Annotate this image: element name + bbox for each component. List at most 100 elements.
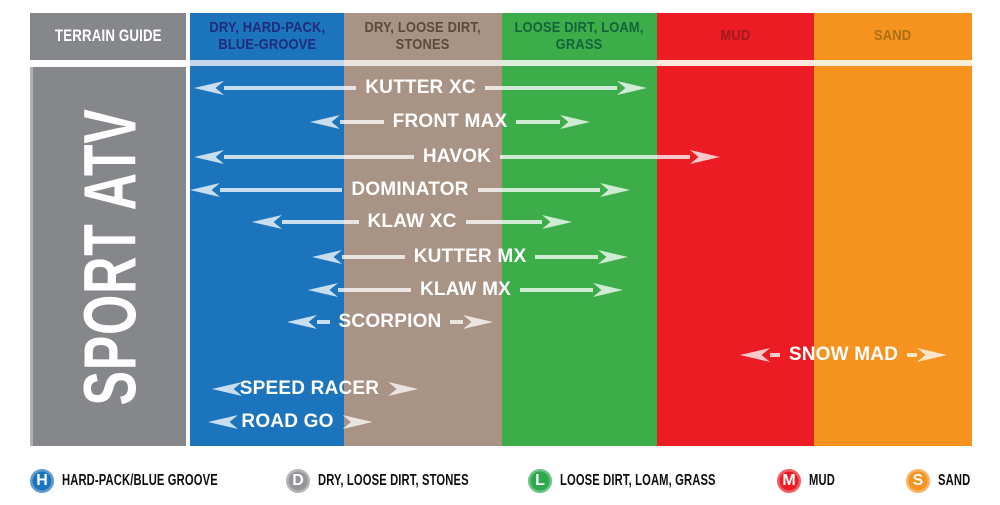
legend-badge-m-icon: M bbox=[777, 469, 801, 493]
left-arrow bbox=[194, 150, 414, 164]
arrow-line bbox=[520, 288, 593, 292]
tire-name: SNOW MAD bbox=[788, 344, 899, 365]
tire-name: FRONT MAX bbox=[392, 111, 508, 132]
arrow-line bbox=[535, 255, 599, 259]
legend-item-mud: M MUD bbox=[777, 468, 846, 494]
column-header-label: SAND bbox=[874, 27, 912, 45]
arrow-line bbox=[342, 255, 405, 259]
column-header-loose-dirt-stones: DRY, LOOSE DIRT, STONES bbox=[344, 13, 502, 60]
right-arrow bbox=[535, 250, 629, 264]
tire-name: SPEED RACER bbox=[239, 378, 380, 399]
arrow-line bbox=[220, 188, 343, 192]
right-arrowhead-icon bbox=[542, 215, 573, 229]
left-arrowhead-icon bbox=[287, 315, 317, 329]
tire-row-snow-mad: SNOW MAD bbox=[740, 344, 948, 365]
tire-name: KUTTER MX bbox=[413, 246, 527, 267]
column-header-label: DRY, HARD-PACK, BLUE-GROOVE bbox=[209, 19, 325, 53]
column-header-hard-pack: DRY, HARD-PACK, BLUE-GROOVE bbox=[190, 13, 344, 60]
right-arrowhead-icon bbox=[617, 81, 647, 95]
arrow-line bbox=[340, 120, 384, 124]
right-arrowhead-icon bbox=[560, 115, 591, 129]
tire-name: KLAW MX bbox=[419, 279, 512, 300]
right-arrowhead-icon bbox=[463, 315, 494, 329]
right-arrow bbox=[450, 315, 494, 329]
tire-row-front-max: FRONT MAX bbox=[310, 111, 591, 132]
column-header-label: DRY, LOOSE DIRT, STONES bbox=[364, 19, 482, 53]
tire-row-havok: HAVOK bbox=[194, 146, 720, 167]
tire-row-klaw-xc: KLAW XC bbox=[252, 211, 573, 232]
arrow-line bbox=[516, 120, 561, 124]
tire-name: DOMINATOR bbox=[351, 179, 469, 200]
right-arrow bbox=[465, 215, 573, 229]
tire-row-speed-racer: SPEED RACER bbox=[212, 378, 419, 399]
left-arrow bbox=[252, 215, 359, 229]
column-mud bbox=[657, 66, 814, 446]
right-arrowhead-icon bbox=[917, 348, 948, 362]
tire-name: HAVOK bbox=[422, 146, 492, 167]
tire-row-kutter-xc: KUTTER XC bbox=[194, 77, 647, 98]
arrow-line bbox=[338, 288, 411, 292]
right-arrowhead-icon bbox=[593, 283, 623, 297]
column-header-sand: SAND bbox=[814, 13, 972, 60]
left-arrowhead-icon bbox=[308, 283, 338, 297]
column-sand bbox=[814, 66, 972, 446]
tire-name: SCORPION bbox=[338, 311, 442, 332]
legend-badge-d-icon: D bbox=[286, 469, 310, 493]
left-arrowhead-icon bbox=[194, 150, 224, 164]
tire-name: KLAW XC bbox=[367, 211, 457, 232]
tire-row-dominator: DOMINATOR bbox=[190, 179, 631, 200]
arrow-line bbox=[450, 320, 464, 324]
arrow-line bbox=[317, 320, 330, 324]
left-arrowhead-icon bbox=[740, 348, 770, 362]
separator-band-loam-grass bbox=[502, 60, 657, 66]
arrow-line bbox=[282, 220, 359, 224]
left-arrowhead-icon bbox=[252, 215, 282, 229]
left-arrow bbox=[308, 283, 411, 297]
arrow-line bbox=[477, 188, 601, 192]
tire-name: ROAD GO bbox=[241, 411, 334, 432]
right-arrowhead-icon bbox=[600, 183, 631, 197]
terrain-guide-header: TERRAIN GUIDE bbox=[30, 13, 186, 60]
column-header-loam-grass: LOOSE DIRT, LOAM, GRASS bbox=[502, 13, 657, 60]
arrow-line bbox=[224, 86, 357, 90]
arrow-line bbox=[770, 353, 780, 357]
separator-band-sand bbox=[814, 60, 972, 66]
left-arrow bbox=[310, 115, 384, 129]
tire-row-klaw-mx: KLAW MX bbox=[308, 279, 623, 300]
separator-band-loose-dirt-stones bbox=[344, 60, 502, 66]
arrow-line bbox=[465, 220, 543, 224]
right-arrow bbox=[907, 348, 948, 362]
right-arrow bbox=[516, 115, 591, 129]
tire-row-scorpion: SCORPION bbox=[287, 311, 494, 332]
column-header-label: MUD bbox=[720, 27, 751, 45]
legend-badge-s-icon: S bbox=[906, 469, 930, 493]
tire-row-road-go: ROAD GO bbox=[208, 411, 373, 432]
vehicle-category-column: SPORT ATV bbox=[30, 67, 186, 446]
legend-item-hard-pack-blue-groove: H HARD-PACK/BLUE GROOVE bbox=[30, 468, 285, 494]
column-header-label: LOOSE DIRT, LOAM, GRASS bbox=[514, 19, 645, 53]
left-arrowhead-icon bbox=[194, 81, 224, 95]
left-arrowhead-icon bbox=[310, 115, 340, 129]
left-arrow bbox=[212, 382, 242, 396]
left-arrowhead-icon bbox=[190, 183, 220, 197]
terrain-guide-title: TERRAIN GUIDE bbox=[54, 26, 162, 46]
right-arrow bbox=[520, 283, 623, 297]
legend-badge-l-icon: L bbox=[528, 469, 552, 493]
left-arrow bbox=[740, 348, 780, 362]
arrow-line bbox=[484, 86, 617, 90]
right-arrowhead-icon bbox=[690, 150, 720, 164]
legend-label: HARD-PACK/BLUE GROOVE bbox=[62, 472, 218, 489]
right-arrow bbox=[484, 81, 647, 95]
tire-row-kutter-mx: KUTTER MX bbox=[312, 246, 629, 267]
legend-label: SAND bbox=[938, 472, 971, 489]
right-arrow bbox=[342, 415, 373, 429]
right-arrow bbox=[477, 183, 631, 197]
legend-item-dry-loose-dirt-stones: D DRY, LOOSE DIRT, STONES bbox=[286, 468, 533, 494]
left-arrow bbox=[208, 415, 238, 429]
arrow-line bbox=[907, 353, 918, 357]
legend-label: DRY, LOOSE DIRT, STONES bbox=[318, 472, 469, 489]
legend-item-loose-dirt-loam-grass: L LOOSE DIRT, LOAM, GRASS bbox=[528, 468, 782, 494]
separator-band-hard-pack bbox=[190, 60, 344, 66]
separator-band-mud bbox=[657, 60, 814, 66]
